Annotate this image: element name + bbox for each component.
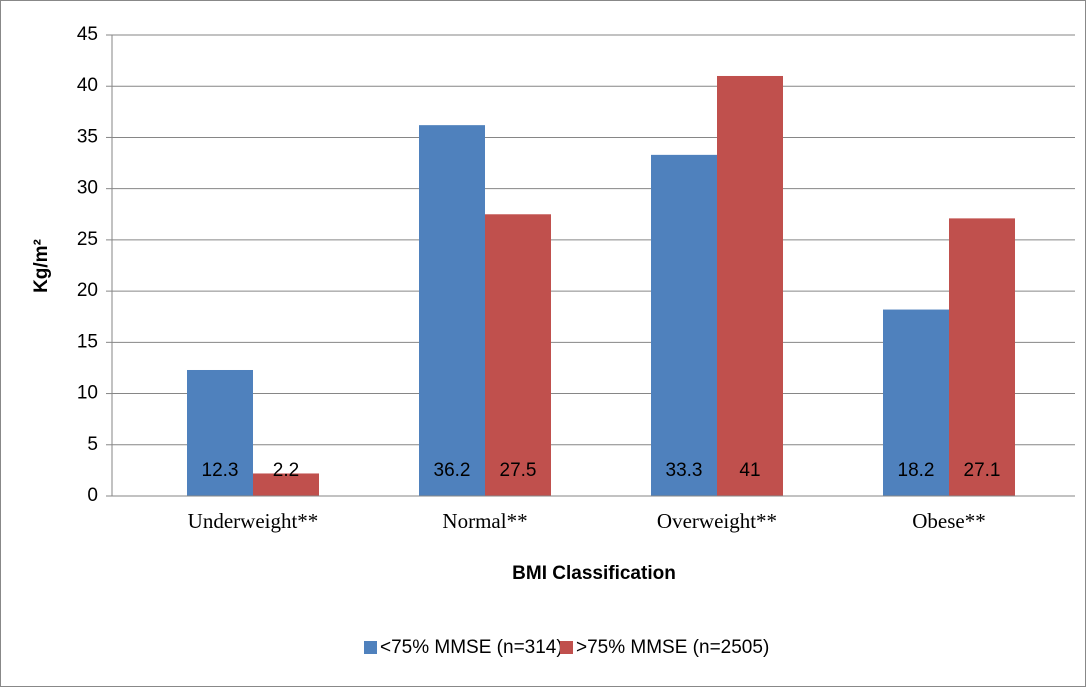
bar [949,218,1015,496]
bar [485,214,551,496]
y-tick-label: 0 [87,485,98,506]
bar [651,154,717,497]
y-tick-label: 5 [87,434,98,455]
data-label: 41 [739,460,760,481]
data-label: 36.2 [434,460,471,481]
x-tick-label: Underweight** [188,509,319,533]
bar [253,473,319,496]
data-label: 2.2 [273,460,299,481]
data-label: 33.3 [666,460,703,481]
y-tick-label: 45 [77,24,98,45]
y-tick-label: 35 [77,126,98,147]
bar [419,125,485,496]
x-tick-label: Normal** [442,509,527,533]
x-tick-label: Overweight** [657,509,777,533]
legend-label: >75% MMSE (n=2505) [576,637,769,658]
bar [187,369,253,496]
data-label: 27.5 [500,460,537,481]
y-tick-label: 15 [77,331,98,352]
y-tick-label: 20 [77,280,98,301]
legend-label: <75% MMSE (n=314) [380,637,563,658]
legend-swatch [364,641,377,654]
data-label: 27.1 [964,460,1001,481]
bar [883,309,949,496]
y-tick-label: 30 [77,178,98,199]
x-tick-label: Obese** [912,509,985,533]
y-axis-title: Kg/m² [31,239,52,293]
data-label: 18.2 [898,460,935,481]
bar [717,75,783,496]
legend-swatch [560,641,573,654]
y-tick-label: 40 [77,75,98,96]
y-tick-label: 25 [77,229,98,250]
data-label: 12.3 [202,460,239,481]
x-axis-title: BMI Classification [512,563,676,584]
y-tick-label: 10 [77,383,98,404]
